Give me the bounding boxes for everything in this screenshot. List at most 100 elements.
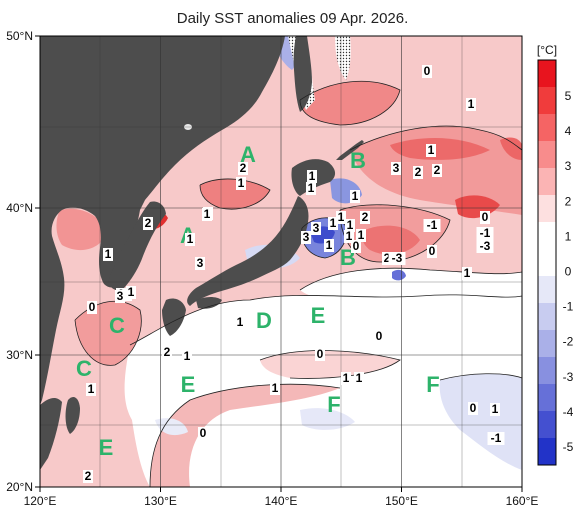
- land-sakhalin: [293, 36, 312, 112]
- anomaly-label-bg: [185, 233, 195, 246]
- anomaly-label-bg: [423, 219, 441, 232]
- anomaly-label: 2: [85, 469, 92, 483]
- colorbar-swatch: [538, 114, 556, 142]
- contour-japan-sea: [199, 178, 271, 210]
- x-tick-label: 160°E: [506, 494, 539, 508]
- cold-patch-small: [392, 269, 406, 281]
- anomaly-label: 0: [353, 239, 360, 253]
- anomaly-label: -1: [480, 226, 491, 240]
- anomaly-label-bg: [86, 383, 96, 396]
- region-letter-a: A: [240, 142, 256, 167]
- colorbar-swatch: [538, 357, 556, 385]
- anomaly-label: 0: [200, 426, 207, 440]
- graticule: [40, 36, 522, 487]
- region-letter-f2: F: [426, 372, 439, 397]
- anomaly-label-bg: [328, 217, 338, 230]
- anomaly-label: 1: [238, 176, 245, 190]
- anomaly-label-bg: [143, 217, 153, 230]
- cool-patch-south: [300, 408, 355, 430]
- region-letter-c: C: [109, 313, 125, 338]
- region-letter-f: F: [327, 392, 340, 417]
- warm-patch-east: [260, 350, 400, 379]
- anomaly-label-bg: [270, 382, 280, 395]
- region-letter-b: B: [350, 148, 366, 173]
- anomaly-label-bg: [306, 182, 316, 195]
- anomaly-label: -1: [427, 218, 438, 232]
- colorbar-label: 3: [565, 159, 572, 173]
- anomaly-label-bg: [354, 372, 364, 385]
- anomaly-label: 0: [317, 347, 324, 361]
- anomaly-label-bg: [236, 177, 246, 190]
- x-tick-label: 130°E: [144, 494, 177, 508]
- anomaly-label-bg: [103, 248, 113, 261]
- anomaly-label: 3: [313, 221, 320, 235]
- anomaly-label-bg: [466, 98, 476, 111]
- sea-ice-2: [335, 36, 351, 80]
- contour-warm-tongue: [149, 383, 341, 487]
- colorbar-swatch: [538, 249, 556, 277]
- anomaly-label-bg: [202, 208, 212, 221]
- region-letter-e: E: [311, 303, 326, 328]
- anomaly-label-bg: [374, 330, 384, 343]
- y-axis: 50°N 40°N 30°N 20°N: [6, 29, 40, 494]
- anomaly-label: -1: [491, 431, 502, 445]
- contour-zero-mid: [299, 267, 522, 291]
- anomaly-label-bg: [422, 65, 432, 78]
- colorbar-label: -5: [563, 440, 574, 454]
- anomaly-label: 3: [117, 289, 124, 303]
- anomaly-label: 1: [105, 247, 112, 261]
- colorbar-label: 4: [565, 124, 572, 138]
- anomaly-label: 1: [308, 181, 315, 195]
- anomaly-label: 0: [470, 401, 477, 415]
- colorbar-label: 5: [565, 89, 572, 103]
- anomaly-label: 1: [237, 315, 244, 329]
- anomaly-label-bg: [490, 403, 500, 416]
- anomaly-label: -3: [392, 251, 403, 265]
- anomaly-label: 3: [197, 256, 204, 270]
- x-tick-label: 140°E: [265, 494, 298, 508]
- colorbar-unit: [°C]: [537, 43, 557, 57]
- anomaly-labels: 0112231211312131111011322-3-10-1-3132012…: [83, 64, 505, 483]
- x-tick-label: 150°E: [385, 494, 418, 508]
- anomaly-label-bg: [356, 229, 366, 242]
- anomaly-label-bg: [468, 402, 478, 415]
- anomaly-label-bg: [162, 346, 172, 359]
- anomaly-label-bg: [83, 470, 93, 483]
- anomaly-label-bg: [432, 164, 442, 177]
- anomaly-label: 1: [272, 381, 279, 395]
- japan-sea-warm: [200, 178, 270, 210]
- region-letter-d: D: [256, 308, 272, 333]
- colorbar-frame: [537, 59, 557, 466]
- colorbar-swatch: [538, 87, 556, 115]
- anomaly-label: 2: [384, 251, 391, 265]
- anomaly-label: 1: [184, 349, 191, 363]
- anomaly-label-bg: [462, 267, 472, 280]
- anomaly-label: 0: [429, 244, 436, 258]
- anomaly-label-bg: [391, 162, 401, 175]
- anomaly-label: 1: [88, 382, 95, 396]
- colorbar-swatch: [538, 141, 556, 169]
- land-south-china: [40, 398, 62, 470]
- colorbar-swatch: [538, 168, 556, 196]
- warm-tongue-south: [150, 384, 340, 487]
- colorbar-swatch: [538, 384, 556, 412]
- anomaly-label-bg: [311, 222, 321, 235]
- land-honshu: [187, 196, 309, 306]
- anomaly-label: 1: [358, 228, 365, 242]
- anomaly-label: 0: [482, 210, 489, 224]
- contour-east-patch: [259, 350, 401, 379]
- anomaly-label-bg: [427, 245, 437, 258]
- colorbar-swatch: [538, 303, 556, 331]
- contour-cool-se: [439, 373, 522, 381]
- anomaly-label: 1: [468, 97, 475, 111]
- anomaly-label: 0: [376, 329, 383, 343]
- anomaly-label-bg: [351, 240, 361, 253]
- anomaly-label-bg: [476, 227, 494, 240]
- warm-band-core: [390, 138, 490, 160]
- colorbar-label: -2: [563, 335, 574, 349]
- anomaly-label-bg: [195, 257, 205, 270]
- yellow-sea-warm: [56, 208, 108, 251]
- anomaly-label: 2: [164, 345, 171, 359]
- region-letter-c2: C: [76, 356, 92, 381]
- colorbar-label: -1: [563, 300, 574, 314]
